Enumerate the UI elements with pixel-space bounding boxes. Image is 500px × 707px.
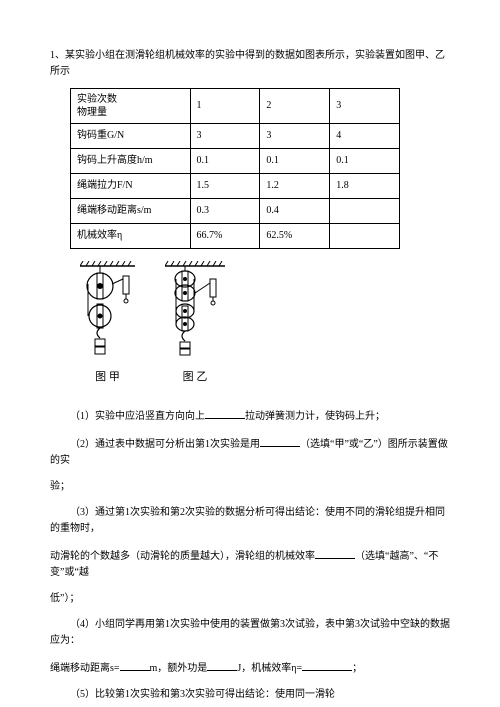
pulley-diagrams: 图 甲 [80, 261, 450, 387]
cell: 1.5 [190, 174, 260, 199]
row-label: 钩码重G/N [71, 124, 191, 149]
blank [205, 407, 245, 419]
figure-a: 图 甲 [80, 261, 135, 387]
intro-text: 1、某实验小组在测滑轮组机械效率的实验中得到的数据如图表所示，实验装置如图甲、乙… [50, 48, 450, 80]
fig-a-label: 图 甲 [80, 369, 135, 387]
q3-mid: 动滑轮的个数越多（动滑轮的质量越大），滑轮组的机械效率（选填“越高”、“不变”或… [50, 547, 450, 581]
blank [315, 547, 355, 559]
q1: （1）实验中应沿竖直方向向上拉动弹簧测力计，使钩码上升； [50, 407, 450, 425]
cell: 66.7% [190, 224, 260, 249]
cell: 0.3 [190, 199, 260, 224]
header-col1: 1 [190, 89, 260, 124]
header-col3: 3 [330, 89, 400, 124]
cell: 1.8 [330, 174, 400, 199]
q3-cont: 低”）； [50, 591, 450, 607]
figure-b: 图 乙 [165, 261, 225, 387]
header-col2: 2 [260, 89, 330, 124]
q4-line2: 绳端移动距离s=m，额外功是J，机械效率η=； [50, 659, 450, 677]
blank [120, 659, 150, 671]
cell: 62.5% [260, 224, 330, 249]
cell: 1.2 [260, 174, 330, 199]
q2-cont: 验； [50, 479, 450, 495]
q5: （5）比较第1次实验和第3次实验可得出结论：使用同一滑轮 [50, 687, 450, 703]
header-label: 实验次数 物理量 [71, 89, 191, 124]
data-table: 实验次数 物理量 1 2 3 钩码重G/N 3 3 4 钩码上升高度h/m 0.… [70, 88, 400, 249]
row-label: 钩码上升高度h/m [71, 149, 191, 174]
row-label: 绳端移动距离s/m [71, 199, 191, 224]
cell: 3 [190, 124, 260, 149]
cell: 3 [260, 124, 330, 149]
questions: （1）实验中应沿竖直方向向上拉动弹簧测力计，使钩码上升； （2）通过表中数据可分… [50, 407, 450, 703]
q3: （3）通过第1次实验和第2次实验的数据分析可得出结论：使用不同的滑轮组提升相同的… [50, 505, 450, 537]
cell: 0.1 [330, 149, 400, 174]
blank [260, 435, 300, 447]
cell [330, 199, 400, 224]
cell: 4 [330, 124, 400, 149]
fig-b-label: 图 乙 [165, 369, 225, 387]
row-label: 绳端拉力F/N [71, 174, 191, 199]
cell: 0.1 [260, 149, 330, 174]
cell: 0.4 [260, 199, 330, 224]
q2: （2）通过表中数据可分析出第1次实验是用（选填“甲”或“乙”）图所示装置做的实 [50, 435, 450, 469]
blank [207, 659, 237, 671]
cell [330, 224, 400, 249]
cell: 0.1 [190, 149, 260, 174]
q4: （4）小组同学再用第1次实验中使用的装置做第3次试验，表中第3次试验中空缺的数据… [50, 617, 450, 649]
blank [302, 659, 352, 671]
row-label: 机械效率η [71, 224, 191, 249]
